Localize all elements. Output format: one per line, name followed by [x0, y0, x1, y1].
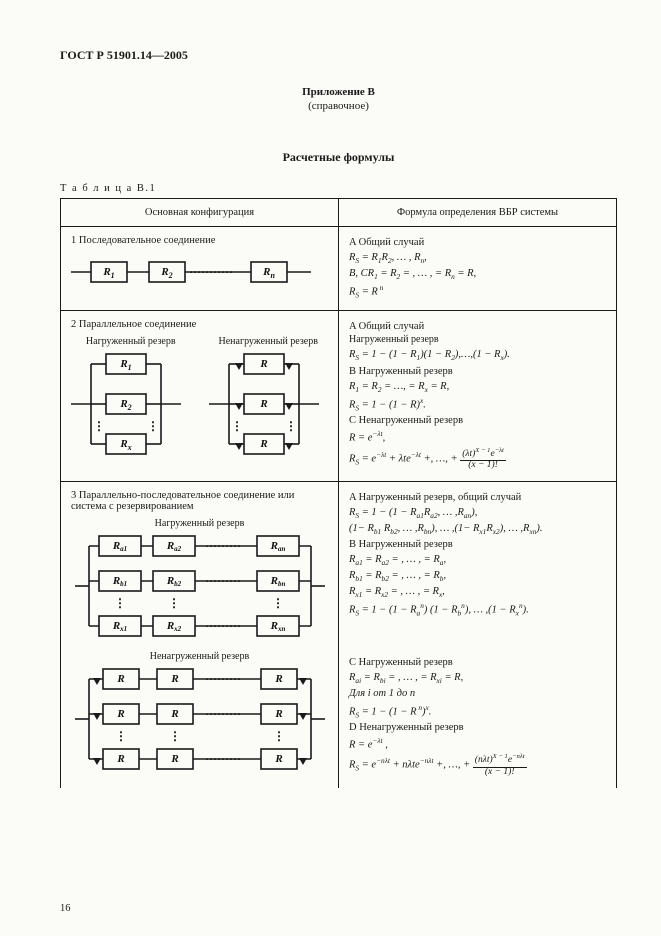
table-row: 2 Параллельное соединение Нагруженный ре… — [61, 311, 617, 481]
annex-heading: Приложение В (справочное) — [60, 85, 617, 114]
svg-text:···········: ··········· — [189, 265, 233, 279]
svg-text:⋮: ⋮ — [147, 419, 159, 433]
parallel-unloaded-diagram: R R ⋮ ⋮ R — [209, 349, 319, 459]
header-left: Основная конфигурация — [61, 198, 339, 226]
unloaded-reserve-label: Ненагруженный резерв — [71, 651, 328, 662]
case-d-title: D Ненагруженный резерв — [349, 722, 606, 733]
config-title-2: 2 Параллельное соединение — [71, 319, 328, 330]
page: ГОСТ Р 51901.14—2005 Приложение В (справ… — [0, 0, 661, 936]
case-a-sub: Нагруженный резерв — [349, 334, 606, 345]
svg-text:R: R — [170, 673, 178, 685]
document-id: ГОСТ Р 51901.14—2005 — [60, 48, 617, 63]
table-header-row: Основная конфигурация Формула определени… — [61, 198, 617, 226]
svg-text:⋮: ⋮ — [114, 596, 126, 610]
svg-text:⋮: ⋮ — [93, 419, 105, 433]
svg-text:⋮: ⋮ — [168, 596, 180, 610]
formula-cell-3: A Нагруженный резерв, общий случай RS = … — [339, 481, 617, 787]
page-number: 16 — [60, 903, 71, 914]
svg-text:·········: ········· — [204, 672, 240, 686]
formula-text: R = e−λt , RS = e−nλt + nλte−nλt +, …, +… — [349, 735, 606, 777]
series-diagram: R1 R2 ··········· Rn — [71, 252, 311, 292]
svg-text:R: R — [116, 753, 124, 765]
svg-text:R: R — [170, 753, 178, 765]
formula-text: Rai = Rbi = , … , = Rxi = R, Для i от 1 … — [349, 670, 606, 720]
formula-text: Ra1 = Ra2 = , … , = Ra, Rb1 = Rb2 = , … … — [349, 552, 606, 619]
config-title-3: 3 Параллельно-последовательное соединени… — [71, 490, 328, 512]
case-c-title: C Нагруженный резерв — [349, 657, 606, 668]
formula-text: R1 = R2 = …, = Rx = R, RS = 1 − (1 − R)x… — [349, 379, 606, 414]
svg-text:R: R — [170, 708, 178, 720]
annex-title: Приложение В — [302, 86, 375, 98]
header-right: Формула определения ВБР системы — [339, 198, 617, 226]
case-a-title: A Нагруженный резерв, общий случай — [349, 492, 606, 503]
svg-text:R: R — [259, 358, 267, 370]
section-title: Расчетные формулы — [60, 150, 617, 165]
svg-text:⋮: ⋮ — [272, 596, 284, 610]
case-b-title: B Нагруженный резерв — [349, 366, 606, 377]
config-cell-2: 2 Параллельное соединение Нагруженный ре… — [61, 311, 339, 481]
svg-text:R: R — [274, 673, 282, 685]
formula-text: RS = R1R2, … , Rn, B, CR1 = R2 = , … , =… — [349, 250, 606, 301]
config-cell-3: 3 Параллельно-последовательное соединени… — [61, 481, 339, 787]
parallel-series-loaded-diagram: Ra1 Ra2 ········· Ran Rb1 Rb2 ········· … — [75, 531, 325, 641]
svg-text:·········: ········· — [204, 752, 240, 766]
svg-text:R: R — [116, 673, 124, 685]
table-row: 3 Параллельно-последовательное соединени… — [61, 481, 617, 787]
parallel-series-unloaded-diagram: R R ········· R R R ········· R ⋮ ⋮ — [75, 664, 325, 774]
config-title-1: 1 Последовательное соединение — [71, 235, 328, 246]
formula-text: R = e−λt, RS = e−λt + λte−λt +, …, + (λt… — [349, 428, 606, 470]
svg-text:⋮: ⋮ — [285, 419, 297, 433]
svg-text:R: R — [116, 708, 124, 720]
svg-text:R: R — [274, 708, 282, 720]
svg-text:·········: ········· — [204, 574, 240, 588]
loaded-reserve-label: Нагруженный резерв — [71, 336, 191, 347]
case-a-title: A Общий случай — [349, 321, 606, 332]
svg-text:·········: ········· — [204, 539, 240, 553]
svg-text:⋮: ⋮ — [115, 729, 127, 743]
svg-text:R: R — [274, 753, 282, 765]
svg-text:⋮: ⋮ — [169, 729, 181, 743]
annex-subtitle: (справочное) — [308, 100, 369, 112]
svg-text:⋮: ⋮ — [231, 419, 243, 433]
formula-cell-2: A Общий случай Нагруженный резерв RS = 1… — [339, 311, 617, 481]
svg-text:R: R — [259, 398, 267, 410]
formula-table: Основная конфигурация Формула определени… — [60, 198, 617, 788]
loaded-reserve-label: Нагруженный резерв — [71, 518, 328, 529]
formula-text: RS = 1 − (1 − R1)(1 − R2),…,(1 − Rx). — [349, 347, 606, 363]
formula-text: RS = 1 − (1 − Ra1Ra2, … ,Ran), (1− Rb1 R… — [349, 505, 606, 537]
case-a-title: A Общий случай — [349, 237, 606, 248]
unloaded-reserve-label: Ненагруженный резерв — [209, 336, 329, 347]
svg-text:·········: ········· — [204, 707, 240, 721]
svg-text:·········: ········· — [204, 619, 240, 633]
c-line: Для i от 1 до n — [349, 688, 415, 699]
table-row: 1 Последовательное соединение R1 R2 ····… — [61, 226, 617, 311]
case-c-title: C Ненагруженный резерв — [349, 415, 606, 426]
formula-cell-1: A Общий случай RS = R1R2, … , Rn, B, CR1… — [339, 226, 617, 311]
svg-text:⋮: ⋮ — [273, 729, 285, 743]
svg-text:R: R — [259, 438, 267, 450]
config-cell-1: 1 Последовательное соединение R1 R2 ····… — [61, 226, 339, 311]
case-b-title: B Нагруженный резерв — [349, 539, 606, 550]
table-caption: Т а б л и ц а В.1 — [60, 183, 617, 194]
parallel-loaded-diagram: R1 R2 ⋮⋮ Rx — [71, 349, 181, 459]
